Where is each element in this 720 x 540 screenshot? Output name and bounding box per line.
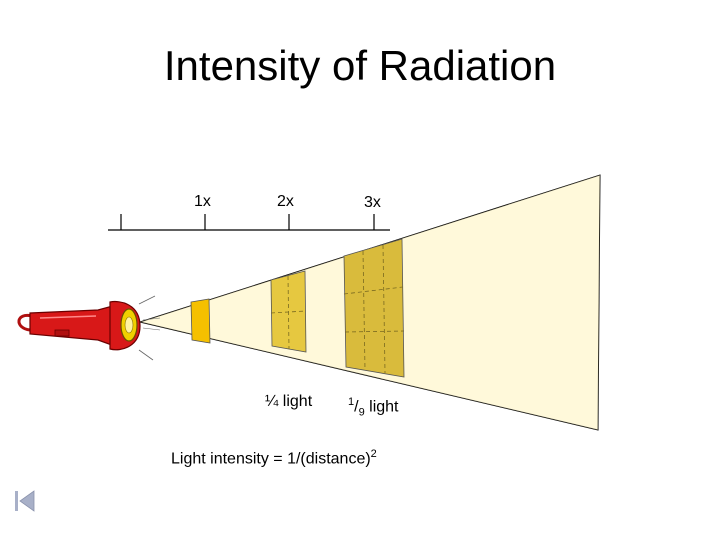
- ninth-denominator: 9: [358, 406, 365, 419]
- ninth-light-label: 1/9 light: [348, 396, 399, 419]
- ninth-numerator: 1: [348, 396, 355, 408]
- scale-label-1x: 1x: [194, 193, 211, 210]
- quarter-light-label: ¼ light: [265, 393, 313, 410]
- panel-2x: [270, 270, 307, 353]
- ninth-slash: /: [354, 398, 359, 416]
- ninth-suffix: light: [364, 398, 399, 416]
- distance-scale: [108, 214, 390, 231]
- page-title: Intensity of Radiation: [163, 42, 557, 89]
- intensity-formula: Light intensity = 1/(distance)2: [171, 448, 377, 468]
- panel-3x: [343, 238, 405, 378]
- scale-label-3x: 3x: [364, 194, 381, 211]
- formula-text: Light intensity = 1/(distance): [171, 450, 371, 468]
- back-to-start-button[interactable]: [12, 488, 38, 514]
- panel-1x: [190, 298, 211, 344]
- scale-label-2x: 2x: [277, 193, 294, 210]
- back-to-start-icon: [15, 490, 35, 512]
- formula-exponent: 2: [370, 448, 377, 460]
- flashlight-icon: [17, 295, 161, 361]
